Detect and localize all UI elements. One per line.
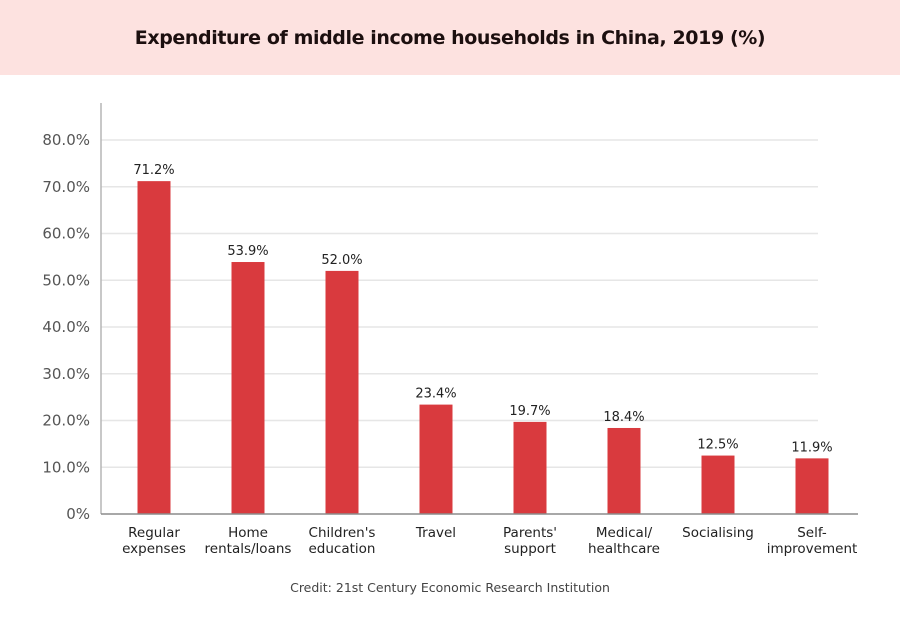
y-tick-label: 30.0%	[42, 365, 90, 383]
bar	[231, 262, 265, 514]
chart-title: Expenditure of middle income households …	[134, 26, 766, 49]
bars	[137, 181, 829, 514]
y-tick-label: 0%	[66, 505, 90, 523]
x-tick-label-line: Regular	[128, 525, 180, 541]
credit-text: Credit: 21st Century Economic Research I…	[290, 580, 610, 595]
bar	[701, 455, 735, 514]
x-tick-label-line: support	[504, 541, 556, 557]
data-label: 53.9%	[227, 244, 268, 259]
x-tick-label: Children's education	[309, 525, 376, 557]
data-label: 18.4%	[603, 410, 644, 425]
gridlines	[101, 139, 818, 468]
bar	[419, 404, 453, 514]
y-tick-label: 80.0%	[42, 131, 90, 149]
bar	[513, 421, 547, 514]
y-tick-label: 50.0%	[42, 271, 90, 289]
data-label: 23.4%	[415, 387, 456, 402]
x-tick-label-line: healthcare	[588, 541, 660, 557]
x-tick-label-line: Travel	[415, 525, 456, 541]
x-tick-label-line: expenses	[122, 541, 186, 557]
bar	[325, 270, 359, 514]
x-tick-label: Home rentals/loans	[205, 525, 292, 557]
x-tick-label-line: improvement	[767, 541, 858, 557]
x-tick-label: Socialising	[682, 525, 754, 541]
x-tick-label: Travel	[415, 525, 456, 541]
data-label: 12.5%	[697, 438, 738, 453]
y-tick-label: 70.0%	[42, 178, 90, 196]
x-tick-label-line: Parents'	[503, 525, 557, 541]
x-tick-label-line: Socialising	[682, 525, 754, 541]
bar	[795, 458, 829, 514]
bar	[137, 181, 171, 514]
x-axis-labels: Regular expenses Home rentals/loans Children…	[122, 525, 857, 557]
x-tick-label: Parents' support	[503, 525, 557, 557]
x-tick-label-line: education	[309, 541, 376, 557]
data-label: 52.0%	[321, 253, 362, 268]
bar	[607, 427, 641, 514]
x-tick-label-line: Home	[228, 525, 268, 541]
y-tick-label: 40.0%	[42, 318, 90, 336]
data-labels: 71.2% 53.9% 52.0% 23.4% 19.7% 18.4% 12.5% 11.9%	[133, 163, 832, 455]
y-axis-ticks: 0% 10.0% 20.0% 30.0% 40.0% 50.0% 60.0% 70.0% 80.…	[42, 131, 90, 523]
data-label: 71.2%	[133, 163, 174, 178]
y-tick-label: 10.0%	[42, 458, 90, 476]
x-tick-label-line: rentals/loans	[205, 541, 292, 557]
x-tick-label: Medical/healthcare	[588, 525, 660, 557]
x-tick-label-line: Medical/	[596, 525, 653, 541]
x-tick-label: Regular expenses	[122, 525, 186, 557]
chart-header: Expenditure of middle income households …	[0, 0, 900, 75]
data-label: 11.9%	[791, 440, 832, 455]
x-tick-label-line: Self-	[797, 525, 827, 541]
y-tick-label: 60.0%	[42, 225, 90, 243]
data-label: 19.7%	[509, 404, 550, 419]
x-tick-label-line: Children's	[309, 525, 376, 541]
bar-chart: 0% 10.0% 20.0% 30.0% 40.0% 50.0% 60.0% 70.0% 80.…	[42, 103, 858, 557]
y-tick-label: 20.0%	[42, 412, 90, 430]
x-tick-label: Self-improvement	[767, 525, 858, 557]
